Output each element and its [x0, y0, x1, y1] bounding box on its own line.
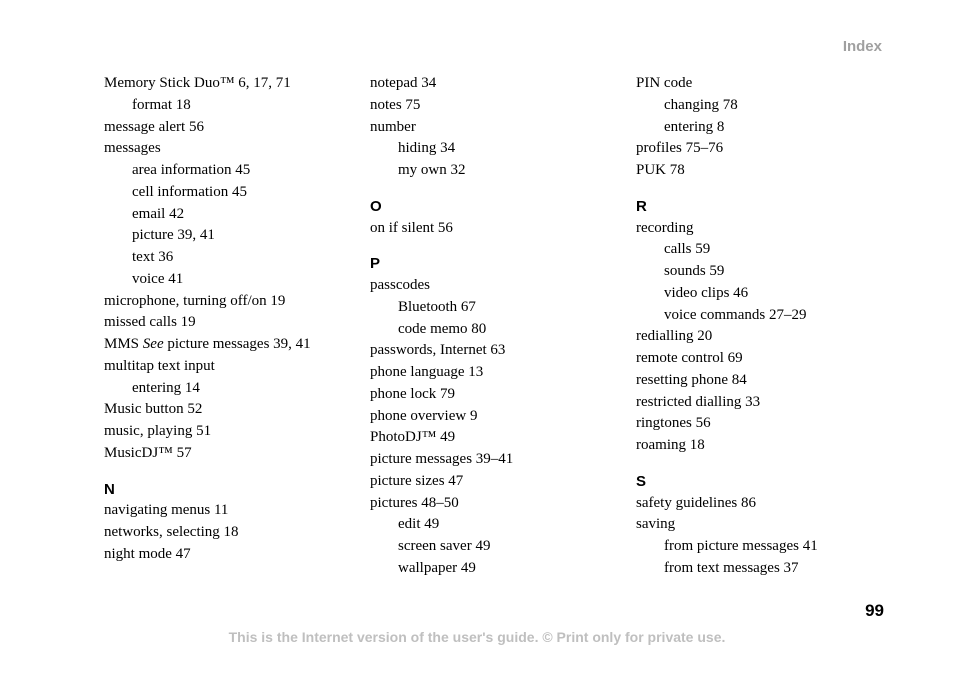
index-entry: recording — [636, 218, 884, 240]
index-column-1: Memory Stick Duo™ 6, 17, 71format 18mess… — [104, 73, 352, 580]
index-entry: ringtones 56 — [636, 413, 884, 435]
index-entry: PhotoDJ™ 49 — [370, 427, 618, 449]
index-entry: voice 41 — [104, 269, 352, 291]
index-entry: wallpaper 49 — [370, 558, 618, 580]
index-entry: hiding 34 — [370, 138, 618, 160]
index-entry: saving — [636, 514, 884, 536]
index-entry: PUK 78 — [636, 160, 884, 182]
index-entry: navigating menus 11 — [104, 500, 352, 522]
index-entry: multitap text input — [104, 356, 352, 378]
index-entry: my own 32 — [370, 160, 618, 182]
index-entry: video clips 46 — [636, 283, 884, 305]
index-entry: roaming 18 — [636, 435, 884, 457]
index-entry: pictures 48–50 — [370, 493, 618, 515]
index-entry: redialling 20 — [636, 326, 884, 348]
index-entry: edit 49 — [370, 514, 618, 536]
index-entry: MusicDJ™ 57 — [104, 443, 352, 465]
index-entry: on if silent 56 — [370, 218, 618, 240]
index-entry: resetting phone 84 — [636, 370, 884, 392]
section-letter: S — [636, 471, 884, 493]
index-entry: Memory Stick Duo™ 6, 17, 71 — [104, 73, 352, 95]
index-entry: phone lock 79 — [370, 384, 618, 406]
index-entry: number — [370, 117, 618, 139]
index-entry: picture messages 39–41 — [370, 449, 618, 471]
footer-note: This is the Internet version of the user… — [0, 629, 954, 645]
index-entry: text 36 — [104, 247, 352, 269]
page-number: 99 — [865, 601, 884, 621]
index-entry: sounds 59 — [636, 261, 884, 283]
index-entry: email 42 — [104, 204, 352, 226]
index-entry: calls 59 — [636, 239, 884, 261]
index-entry: MMS See picture messages 39, 41 — [104, 334, 352, 356]
index-entry: entering 8 — [636, 117, 884, 139]
section-letter: N — [104, 479, 352, 501]
index-entry: entering 14 — [104, 378, 352, 400]
index-entry: phone overview 9 — [370, 406, 618, 428]
index-entry: restricted dialling 33 — [636, 392, 884, 414]
index-entry: message alert 56 — [104, 117, 352, 139]
index-entry: picture sizes 47 — [370, 471, 618, 493]
index-entry: from picture messages 41 — [636, 536, 884, 558]
index-entry: voice commands 27–29 — [636, 305, 884, 327]
index-entry: messages — [104, 138, 352, 160]
index-entry: night mode 47 — [104, 544, 352, 566]
index-columns: Memory Stick Duo™ 6, 17, 71format 18mess… — [104, 73, 884, 580]
index-entry: picture 39, 41 — [104, 225, 352, 247]
index-entry: safety guidelines 86 — [636, 493, 884, 515]
index-entry: phone language 13 — [370, 362, 618, 384]
index-entry: notepad 34 — [370, 73, 618, 95]
index-column-2: notepad 34notes 75numberhiding 34my own … — [370, 73, 618, 580]
index-entry: Bluetooth 67 — [370, 297, 618, 319]
header-title: Index — [104, 38, 884, 55]
index-entry: networks, selecting 18 — [104, 522, 352, 544]
index-entry: from text messages 37 — [636, 558, 884, 580]
index-entry: microphone, turning off/on 19 — [104, 291, 352, 313]
section-letter: R — [636, 196, 884, 218]
index-entry: changing 78 — [636, 95, 884, 117]
index-entry: PIN code — [636, 73, 884, 95]
index-entry: cell information 45 — [104, 182, 352, 204]
index-entry: passcodes — [370, 275, 618, 297]
section-letter: O — [370, 196, 618, 218]
index-entry: screen saver 49 — [370, 536, 618, 558]
index-entry: notes 75 — [370, 95, 618, 117]
index-entry: remote control 69 — [636, 348, 884, 370]
index-entry: code memo 80 — [370, 319, 618, 341]
index-entry: format 18 — [104, 95, 352, 117]
index-entry: missed calls 19 — [104, 312, 352, 334]
index-entry: area information 45 — [104, 160, 352, 182]
page: Index Memory Stick Duo™ 6, 17, 71format … — [0, 0, 954, 677]
index-entry: profiles 75–76 — [636, 138, 884, 160]
index-entry: passwords, Internet 63 — [370, 340, 618, 362]
index-column-3: PIN codechanging 78entering 8profiles 75… — [636, 73, 884, 580]
index-entry: music, playing 51 — [104, 421, 352, 443]
index-entry: Music button 52 — [104, 399, 352, 421]
section-letter: P — [370, 253, 618, 275]
